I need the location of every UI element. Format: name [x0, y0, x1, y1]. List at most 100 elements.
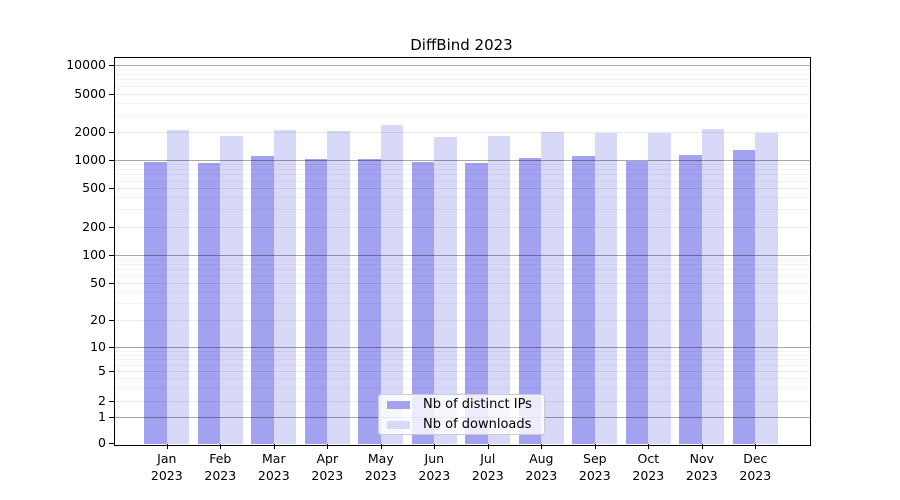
bar-downloads: [594, 132, 618, 444]
bar-downloads: [327, 131, 350, 444]
y-tick-label: 100: [82, 247, 106, 262]
y-tick-label: 500: [82, 180, 106, 195]
y-gridline-minor: [113, 259, 810, 261]
y-tick-label: 20: [90, 311, 106, 327]
x-tick: [434, 444, 436, 449]
x-tick-label: Nov 2023: [685, 451, 718, 483]
y-tick: [108, 347, 114, 349]
legend: Nb of distinct IPs Nb of downloads: [378, 394, 545, 435]
y-gridline: [113, 371, 810, 372]
bar-distinct-ips: [251, 155, 274, 444]
chart-title: DiffBind 2023: [410, 36, 513, 54]
bar-downloads: [648, 132, 671, 444]
legend-swatch-distinct-ips: [387, 400, 410, 409]
bar-distinct-ips: [411, 161, 435, 444]
y-gridline: [113, 93, 810, 95]
x-tick: [166, 444, 168, 449]
legend-item-downloads: Nb of downloads: [387, 417, 544, 432]
bar-distinct-ips: [304, 159, 328, 444]
y-tick: [108, 255, 114, 257]
y-gridline-minor: [113, 180, 810, 182]
y-tick-label: 5000: [74, 85, 106, 101]
y-gridline-minor: [113, 102, 810, 104]
y-gridline-minor: [113, 264, 810, 265]
bar-downloads: [220, 136, 243, 444]
y-gridline: [113, 283, 810, 284]
x-tick-label: Jun 2023: [418, 451, 451, 483]
y-tick-label: 2000: [74, 123, 106, 139]
y-gridline-minor: [113, 174, 810, 176]
x-tick-label: Dec 2023: [739, 451, 772, 483]
y-tick: [108, 371, 114, 373]
y-gridline: [113, 64, 810, 66]
y-gridline-minor: [113, 209, 810, 211]
bar-downloads: [166, 130, 190, 444]
bar-downloads: [434, 136, 457, 444]
legend-swatch-downloads: [387, 420, 410, 429]
x-tick-label: Jan 2023: [150, 451, 183, 483]
y-tick: [108, 159, 114, 161]
bar-distinct-ips: [144, 161, 167, 444]
bar-downloads: [273, 129, 297, 444]
x-tick-label: Apr 2023: [311, 451, 344, 483]
y-gridline-minor: [113, 163, 810, 165]
y-tick-label: 0: [98, 434, 106, 450]
x-tick-label: Jul 2023: [471, 451, 504, 483]
y-tick: [108, 188, 114, 190]
y-gridline: [113, 131, 810, 133]
y-gridline: [113, 226, 810, 228]
y-gridline-minor: [113, 387, 810, 389]
x-tick: [380, 444, 382, 449]
bar-distinct-ips: [518, 158, 542, 444]
y-gridline-minor: [113, 364, 810, 366]
y-gridline-minor: [113, 168, 810, 170]
y-tick: [108, 93, 114, 95]
y-tick-label: 10000: [66, 56, 106, 72]
y-gridline: [113, 159, 810, 161]
x-tick-label: Oct 2023: [632, 451, 665, 483]
bar-downloads: [487, 136, 511, 444]
y-tick: [108, 442, 114, 444]
y-tick: [108, 283, 114, 285]
y-tick: [108, 401, 114, 403]
y-tick-label: 2: [98, 393, 106, 408]
bar-downloads: [755, 132, 778, 444]
bar-distinct-ips: [732, 149, 756, 444]
y-tick: [108, 131, 114, 133]
x-tick: [648, 444, 650, 449]
bar-downloads: [380, 125, 404, 444]
bar-distinct-ips: [572, 156, 595, 444]
y-tick-label: 50: [90, 275, 106, 290]
x-tick: [594, 444, 596, 449]
bar-downloads: [701, 129, 725, 444]
y-gridline-minor: [113, 197, 810, 199]
x-tick: [220, 444, 222, 449]
y-gridline-minor: [113, 378, 810, 380]
y-gridline-minor: [113, 359, 810, 361]
y-gridline-minor: [113, 79, 810, 81]
y-tick: [108, 319, 114, 321]
y-gridline-minor: [113, 114, 810, 116]
y-gridline-minor: [113, 68, 810, 70]
y-gridline-minor: [113, 73, 810, 75]
bar-distinct-ips: [197, 162, 221, 444]
y-gridline-minor: [113, 85, 810, 87]
x-tick-label: Sep 2023: [578, 451, 611, 483]
legend-label-downloads: Nb of downloads: [423, 417, 532, 432]
y-gridline-minor: [113, 354, 810, 356]
y-tick: [108, 416, 114, 418]
y-tick-label: 1: [98, 408, 106, 424]
x-tick: [541, 444, 543, 449]
y-gridline-minor: [113, 269, 810, 271]
legend-label-distinct-ips: Nb of distinct IPs: [423, 397, 532, 412]
y-tick-label: 5: [98, 363, 106, 378]
bar-distinct-ips: [465, 163, 488, 444]
legend-item-distinct-ips: Nb of distinct IPs: [387, 397, 544, 412]
x-tick-label: May 2023: [364, 451, 397, 483]
x-tick: [327, 444, 329, 449]
x-tick-label: Aug 2023: [525, 451, 558, 483]
y-gridline-minor: [113, 275, 810, 277]
x-tick-label: Feb 2023: [204, 451, 237, 483]
